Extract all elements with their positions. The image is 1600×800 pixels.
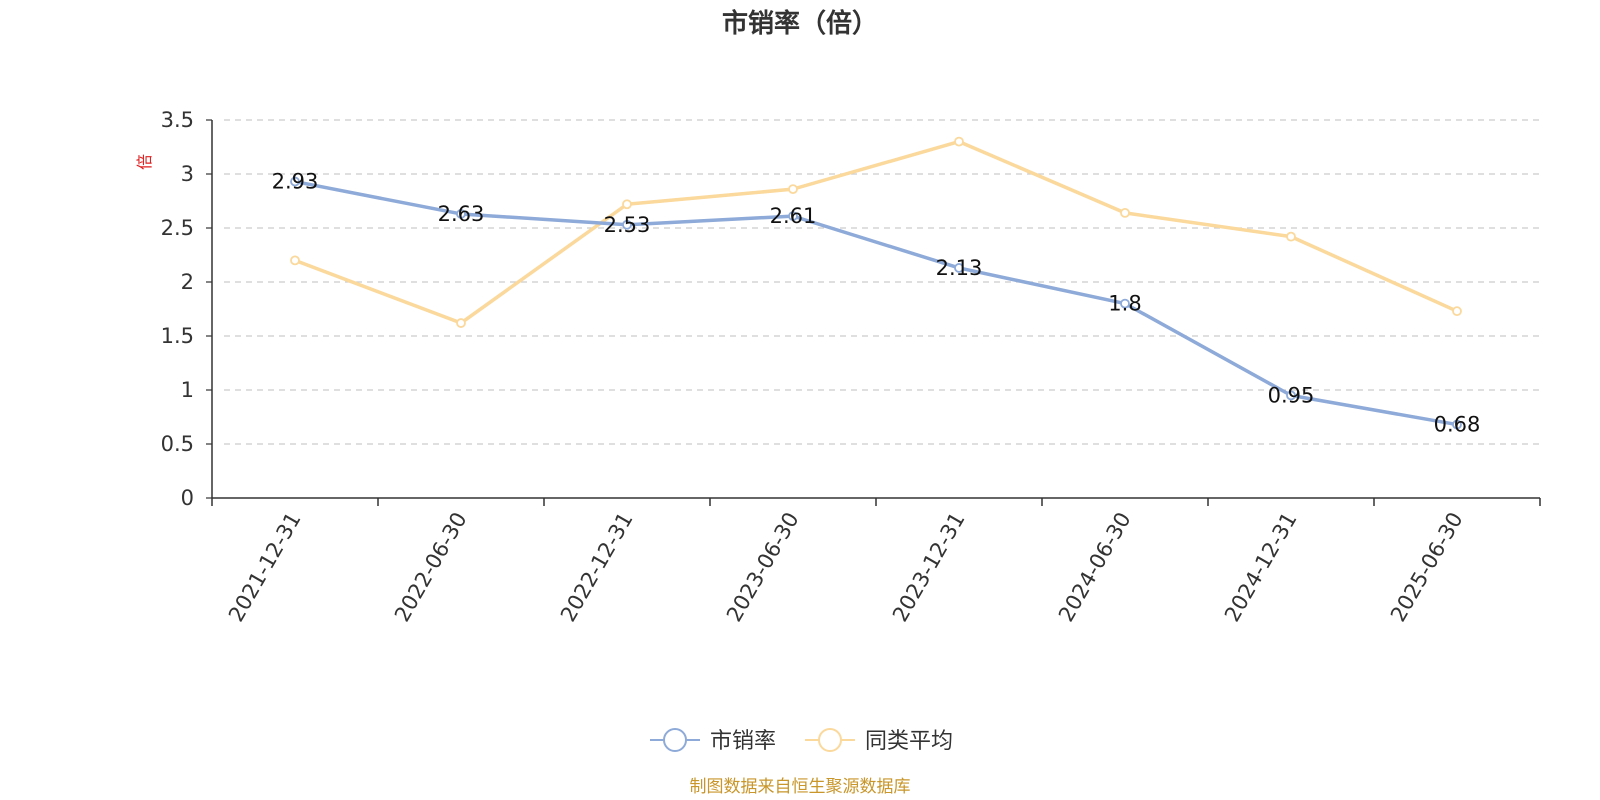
x-tick-label: 2023-06-30 — [722, 508, 804, 626]
legend[interactable]: 市销率 同类平均 — [650, 728, 953, 754]
series-line-0 — [293, 179, 1459, 427]
data-point[interactable] — [954, 136, 964, 147]
legend-circle-icon — [663, 728, 687, 752]
y-tick-label: 0.5 — [161, 432, 194, 456]
data-point[interactable] — [954, 263, 964, 273]
x-tick-label: 2022-06-30 — [390, 508, 472, 626]
x-tick-label: 2023-12-31 — [888, 508, 970, 626]
series-line-1 — [293, 139, 1459, 325]
chart-title: 市销率（倍） — [722, 8, 878, 39]
data-point[interactable] — [622, 219, 632, 230]
data-label: 2.93 — [272, 170, 319, 194]
legend-item-0[interactable]: 市销率 — [650, 728, 776, 754]
data-label: 2.63 — [438, 202, 485, 226]
data-point[interactable] — [456, 318, 466, 328]
grid-lines — [224, 119, 1540, 445]
x-tick-label: 2024-12-31 — [1220, 508, 1302, 626]
legend-circle-icon — [818, 728, 842, 752]
legend-item-1[interactable]: 同类平均 — [805, 728, 953, 754]
x-tick-label: 2024-06-30 — [1054, 508, 1136, 626]
y-tick-label: 2 — [181, 270, 194, 294]
data-point[interactable] — [1120, 298, 1130, 309]
data-point[interactable] — [1452, 419, 1462, 430]
data-point[interactable] — [290, 255, 300, 266]
data-point[interactable] — [1286, 390, 1296, 401]
data-point[interactable] — [622, 199, 632, 210]
data-label: 0.68 — [1434, 413, 1481, 437]
data-label: 1.8 — [1108, 292, 1141, 316]
series-lines — [290, 136, 1462, 430]
data-point[interactable] — [788, 211, 798, 222]
data-point[interactable] — [1120, 207, 1130, 218]
data-point[interactable] — [788, 184, 798, 195]
y-tick-label: 3.5 — [161, 108, 194, 132]
y-tick-label: 2.5 — [161, 216, 194, 240]
x-tick-label: 2021-12-31 — [224, 508, 306, 626]
data-label: 2.61 — [770, 204, 817, 228]
data-point[interactable] — [290, 176, 300, 187]
data-label: 2.53 — [604, 213, 651, 237]
x-tick-label: 2022-12-31 — [556, 508, 638, 626]
y-tick-label: 0 — [181, 486, 194, 510]
y-tick-label: 3 — [181, 162, 194, 186]
legend-label: 同类平均 — [865, 729, 953, 754]
data-label: 2.13 — [936, 256, 983, 280]
y-tick-label: 1 — [181, 378, 194, 402]
x-tick-label: 2025-06-30 — [1386, 508, 1468, 626]
data-label: 0.95 — [1268, 383, 1315, 407]
source-note: 制图数据来自恒生聚源数据库 — [690, 777, 911, 797]
data-point[interactable] — [1452, 306, 1462, 317]
y-tick-label: 1.5 — [161, 324, 194, 348]
legend-label: 市销率 — [710, 729, 776, 754]
data-point[interactable] — [456, 209, 466, 219]
y-axis-unit-label: 倍 — [135, 154, 154, 170]
data-labels: 2.93 2.63 2.53 2.61 2.13 1.8 0.95 0.68 — [272, 170, 1481, 437]
data-point[interactable] — [1286, 231, 1296, 242]
